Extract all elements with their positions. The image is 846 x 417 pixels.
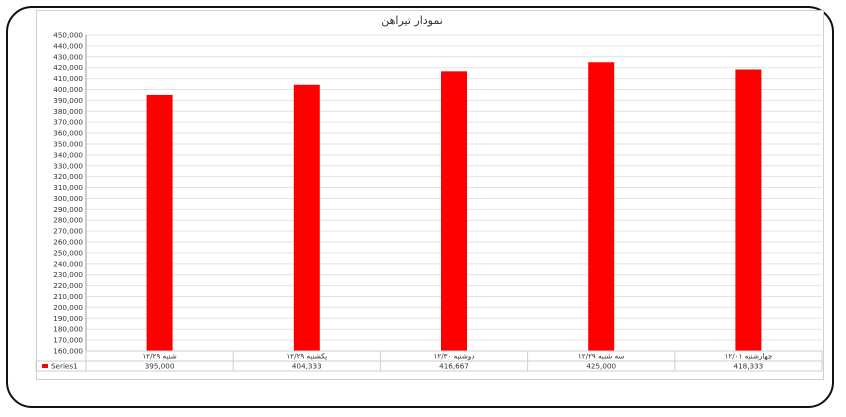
bar xyxy=(146,94,173,352)
y-tick-label: 430,000 xyxy=(53,52,83,61)
y-tick-label: 330,000 xyxy=(53,161,83,170)
bar xyxy=(735,69,762,352)
y-tick-label: 260,000 xyxy=(53,238,83,247)
y-tick-label: 270,000 xyxy=(53,227,83,236)
data-label: 418,333 xyxy=(734,362,764,371)
y-tick-label: 370,000 xyxy=(53,118,83,127)
y-tick-label: 290,000 xyxy=(53,205,83,214)
data-label: 425,000 xyxy=(586,362,616,371)
data-label: 395,000 xyxy=(145,362,175,371)
y-tick-label: 440,000 xyxy=(53,41,83,50)
y-tick-label: 230,000 xyxy=(53,270,83,279)
y-tick-label: 380,000 xyxy=(53,107,83,116)
x-tick-label: شنبه ۱۲/۲۹ xyxy=(142,352,176,361)
y-tick-label: 450,000 xyxy=(53,31,83,40)
x-tick-label: دوشنبه ۱۲/۳۰ xyxy=(433,352,474,361)
y-tick-label: 220,000 xyxy=(53,281,83,290)
y-tick-label: 190,000 xyxy=(53,314,83,323)
y-tick-label: 350,000 xyxy=(53,139,83,148)
y-tick-label: 320,000 xyxy=(53,172,83,181)
y-tick-label: 410,000 xyxy=(53,74,83,83)
legend-swatch xyxy=(42,364,48,368)
legend-label: Series1 xyxy=(51,362,78,371)
x-tick-label: چهارشنبه ۱۲/۰۱ xyxy=(725,352,773,361)
y-tick-label: 240,000 xyxy=(53,259,83,268)
bar xyxy=(588,62,615,351)
chart-title: نمودار تیراهن xyxy=(381,14,443,27)
y-tick-label: 170,000 xyxy=(53,336,83,345)
x-tick-label: سه شنبه ۱۲/۲۹ xyxy=(578,352,625,361)
bar xyxy=(293,84,320,351)
bar xyxy=(441,71,467,351)
y-tick-label: 210,000 xyxy=(53,292,83,301)
data-label: 404,333 xyxy=(292,362,322,371)
y-tick-label: 400,000 xyxy=(53,85,83,94)
y-tick-label: 340,000 xyxy=(53,150,83,159)
x-tick-label: یکشنبه ۱۲/۲۹ xyxy=(286,352,327,361)
y-tick-label: 280,000 xyxy=(53,216,83,225)
data-label: 416,667 xyxy=(439,362,469,371)
y-tick-label: 310,000 xyxy=(53,183,83,192)
y-tick-label: 160,000 xyxy=(53,347,83,356)
y-tick-label: 200,000 xyxy=(53,303,83,312)
y-tick-label: 180,000 xyxy=(53,325,83,334)
y-tick-label: 360,000 xyxy=(53,129,83,138)
y-tick-label: 250,000 xyxy=(53,248,83,257)
y-tick-label: 420,000 xyxy=(53,63,83,72)
y-tick-label: 390,000 xyxy=(53,96,83,105)
y-tick-label: 300,000 xyxy=(53,194,83,203)
